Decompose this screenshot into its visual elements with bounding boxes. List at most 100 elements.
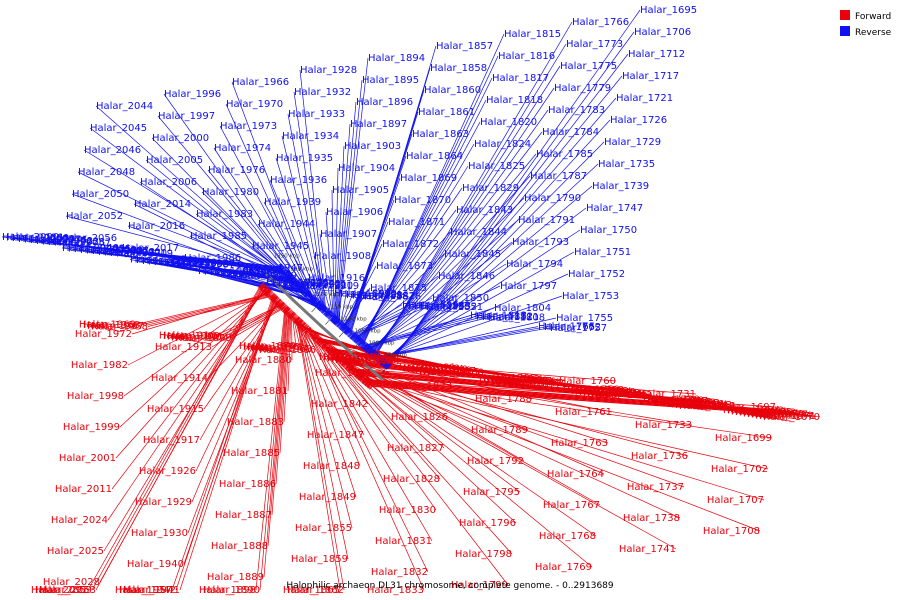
gene-label[interactable]: Halar_1699 bbox=[715, 433, 772, 444]
gene-arrow[interactable] bbox=[322, 343, 329, 350]
gene-arrow[interactable] bbox=[361, 376, 368, 384]
gene-label[interactable]: Halar_2086 bbox=[6, 233, 63, 244]
gene-label[interactable]: Halar_1783 bbox=[548, 105, 605, 116]
gene-arrow[interactable] bbox=[313, 299, 320, 306]
gene-label[interactable]: Halar_1879 bbox=[239, 341, 296, 352]
gene-arrow[interactable] bbox=[358, 339, 365, 347]
gene-label[interactable]: Halar_1807 bbox=[419, 366, 476, 377]
gene-arrow[interactable] bbox=[315, 336, 322, 343]
gene-label[interactable]: Halar_1894 bbox=[368, 53, 425, 64]
gene-label[interactable]: Halar_1995 bbox=[130, 255, 187, 266]
gene-arrow[interactable] bbox=[325, 310, 332, 318]
gene-arrow[interactable] bbox=[356, 372, 363, 379]
gene-arrow[interactable] bbox=[289, 312, 296, 320]
gene-label[interactable]: Halar_1750 bbox=[580, 225, 637, 236]
gene-arrow[interactable] bbox=[270, 294, 277, 301]
gene-arrow[interactable] bbox=[302, 289, 309, 296]
gene-arrow[interactable] bbox=[305, 327, 312, 335]
gene-arrow[interactable] bbox=[340, 324, 347, 331]
gene-label[interactable]: Halar_1873 bbox=[376, 261, 433, 272]
gene-arrow[interactable] bbox=[281, 268, 288, 275]
gene-label[interactable]: Halar_1969 bbox=[79, 319, 136, 330]
gene-label[interactable]: Halar_2020 bbox=[110, 248, 167, 259]
gene-label[interactable]: Halar_1794 bbox=[506, 259, 563, 270]
gene-arrow[interactable] bbox=[257, 282, 264, 289]
gene-arrow[interactable] bbox=[328, 348, 335, 355]
gene-label[interactable]: Halar_1861 bbox=[418, 107, 475, 118]
gene-label[interactable]: Halar_1791 bbox=[518, 215, 575, 226]
gene-arrow[interactable] bbox=[335, 319, 342, 326]
gene-arrow[interactable] bbox=[277, 265, 284, 272]
gene-arrow[interactable] bbox=[276, 264, 284, 272]
gene-label[interactable]: Halar_1893 bbox=[334, 289, 391, 300]
gene-arrow[interactable] bbox=[366, 381, 373, 388]
gene-label[interactable]: Halar_1711 bbox=[679, 401, 736, 412]
gene-arrow[interactable] bbox=[285, 273, 292, 280]
gene-label[interactable]: Halar_1685 bbox=[735, 407, 792, 418]
gene-label[interactable]: Halar_2053 bbox=[39, 585, 96, 596]
gene-label[interactable]: Halar_1980 bbox=[202, 187, 259, 198]
gene-arrow[interactable] bbox=[301, 324, 308, 331]
gene-arrow[interactable] bbox=[365, 345, 372, 353]
gene-label[interactable]: Halar_1859 bbox=[291, 554, 348, 565]
gene-arrow[interactable] bbox=[309, 331, 316, 338]
gene-label[interactable]: Halar_1998 bbox=[67, 391, 124, 402]
gene-arrow[interactable] bbox=[282, 306, 289, 313]
gene-arrow[interactable] bbox=[259, 283, 266, 290]
gene-label[interactable]: Halar_1736 bbox=[631, 451, 688, 462]
gene-label[interactable]: Halar_2017 bbox=[122, 243, 179, 254]
gene-label[interactable]: Halar_1737 bbox=[627, 482, 684, 493]
gene-label[interactable]: Halar_1909 bbox=[163, 331, 220, 342]
gene-arrow[interactable] bbox=[286, 274, 294, 281]
gene-arrow[interactable] bbox=[287, 310, 294, 317]
gene-arrow[interactable] bbox=[341, 359, 348, 367]
gene-label[interactable]: Halar_1722 bbox=[663, 398, 720, 409]
gene-arrow[interactable] bbox=[343, 326, 349, 333]
gene-label[interactable]: Halar_2039 bbox=[68, 244, 125, 255]
gene-arrow[interactable] bbox=[352, 368, 359, 376]
gene-label[interactable]: Halar_1838 bbox=[327, 353, 384, 364]
gene-arrow[interactable] bbox=[292, 279, 299, 286]
gene-label[interactable]: Halar_1976 bbox=[208, 165, 265, 176]
gene-label[interactable]: Halar_2024 bbox=[51, 515, 108, 526]
gene-label[interactable]: Halar_1848 bbox=[303, 461, 360, 472]
gene-arrow[interactable] bbox=[276, 300, 283, 307]
gene-label[interactable]: Halar_2072 bbox=[36, 236, 93, 247]
gene-label[interactable]: Halar_1835 bbox=[339, 356, 396, 367]
gene-label[interactable]: Halar_1947 bbox=[246, 263, 303, 274]
gene-arrow[interactable] bbox=[290, 277, 297, 285]
gene-arrow[interactable] bbox=[329, 314, 336, 321]
gene-label[interactable]: Halar_1774 bbox=[503, 377, 560, 388]
gene-arrow[interactable] bbox=[348, 365, 355, 373]
gene-arrow[interactable] bbox=[261, 285, 268, 293]
gene-label[interactable]: Halar_1727 bbox=[651, 396, 708, 407]
gene-arrow[interactable] bbox=[351, 333, 358, 341]
gene-label[interactable]: Halar_1900 bbox=[171, 333, 228, 344]
gene-label[interactable]: Halar_1970 bbox=[226, 99, 283, 110]
gene-label[interactable]: Halar_1755 bbox=[556, 313, 613, 324]
gene-label[interactable]: Halar_1834 bbox=[343, 356, 400, 367]
gene-arrow[interactable] bbox=[347, 330, 353, 337]
gene-arrow[interactable] bbox=[280, 304, 288, 312]
gene-arrow[interactable] bbox=[271, 295, 278, 302]
gene-label[interactable]: Halar_1913 bbox=[155, 342, 212, 353]
gene-arrow[interactable] bbox=[294, 281, 301, 288]
gene-arrow[interactable] bbox=[383, 361, 390, 369]
gene-arrow[interactable] bbox=[297, 284, 304, 292]
gene-arrow[interactable] bbox=[329, 314, 336, 321]
gene-arrow[interactable] bbox=[293, 280, 300, 287]
gene-label[interactable]: Halar_1889 bbox=[207, 572, 264, 583]
gene-arrow[interactable] bbox=[361, 376, 367, 384]
gene-label[interactable]: Halar_1725 bbox=[655, 397, 712, 408]
gene-label[interactable]: Halar_2080 bbox=[12, 233, 69, 244]
gene-arrow[interactable] bbox=[282, 270, 289, 277]
gene-label[interactable]: Halar_1986 bbox=[184, 253, 241, 264]
gene-label[interactable]: Halar_2076 bbox=[30, 235, 87, 246]
gene-label[interactable]: Halar_1989 bbox=[166, 258, 223, 269]
gene-arrow[interactable] bbox=[366, 380, 372, 388]
gene-label[interactable]: Halar_1810 bbox=[411, 365, 468, 376]
gene-arrow[interactable] bbox=[320, 306, 327, 313]
gene-label[interactable]: Halar_1782 bbox=[483, 374, 540, 385]
gene-label[interactable]: Halar_2029 bbox=[86, 246, 143, 257]
gene-arrow[interactable] bbox=[312, 298, 319, 306]
